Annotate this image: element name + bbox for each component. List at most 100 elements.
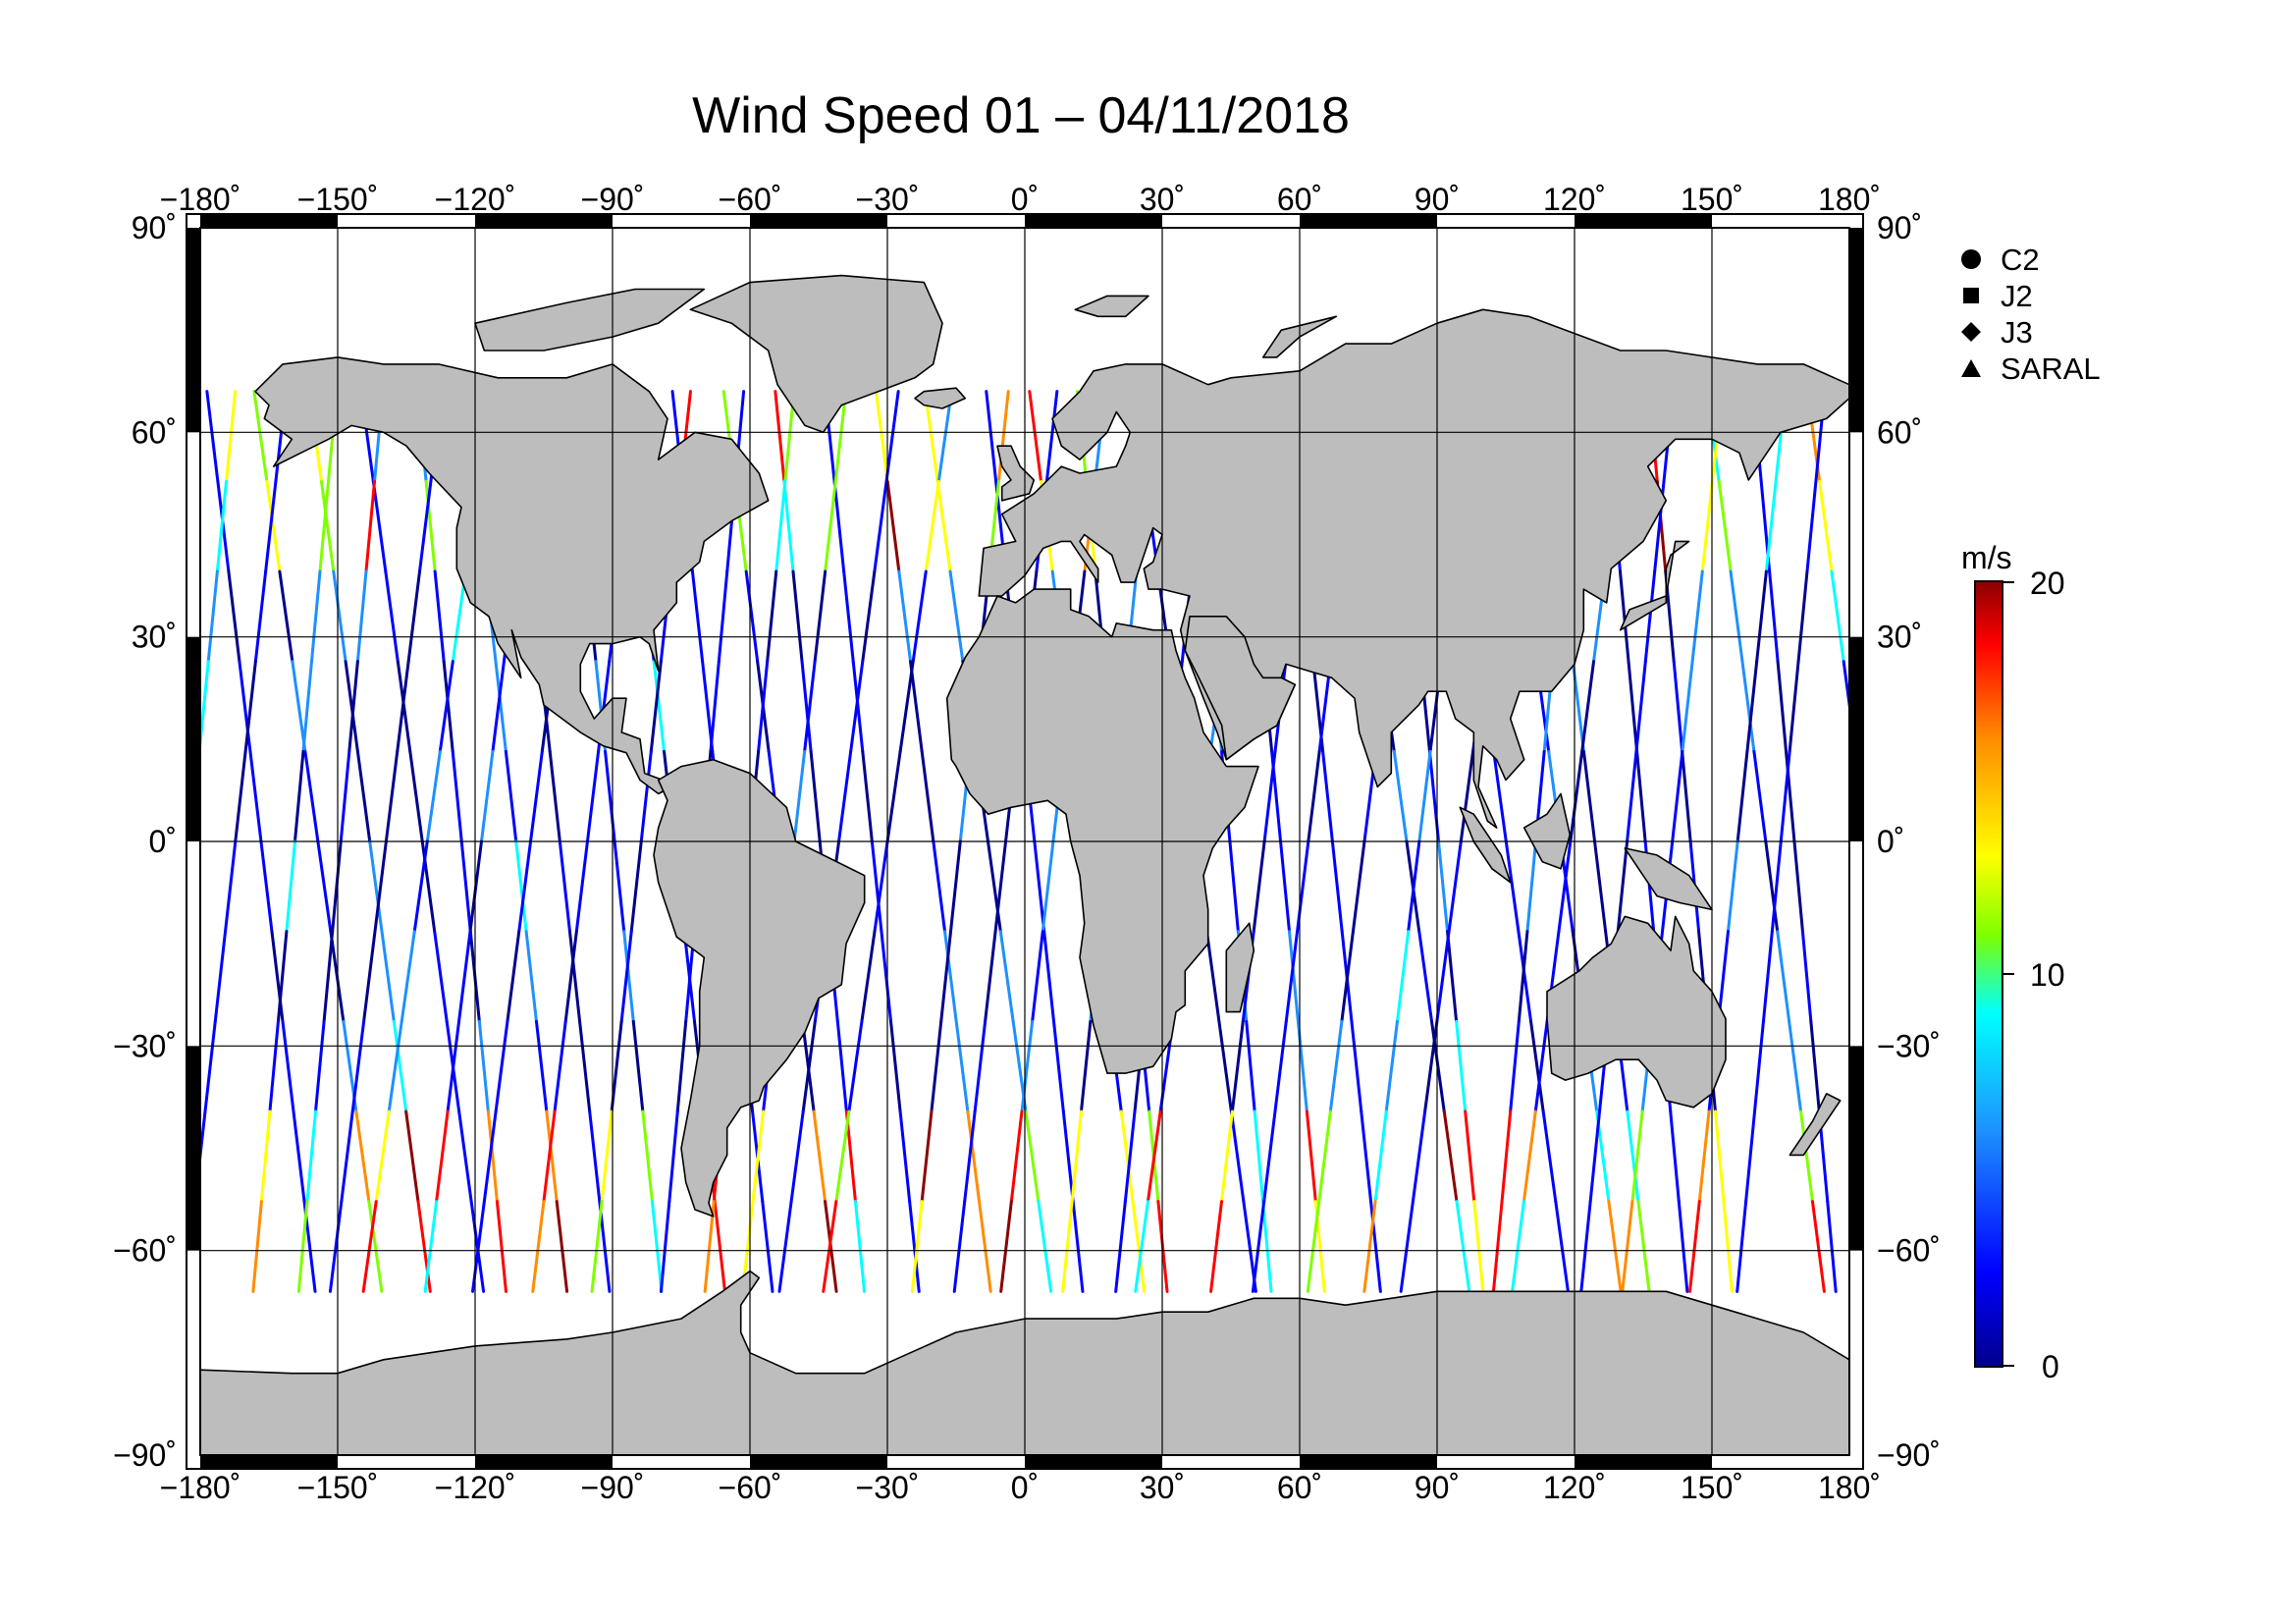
track-segment [985, 390, 998, 483]
track-segment [1442, 1109, 1459, 1204]
axis-tick-labels: −180˚ −180˚ −150˚ −150˚ −120˚ −120˚ −90˚ −90˚ −6… [113, 182, 1941, 1505]
track-segment [362, 930, 377, 1023]
track-segment [1522, 1109, 1537, 1204]
frame-band [1575, 214, 1712, 228]
track-segment [514, 839, 528, 934]
track-segment [1411, 1109, 1427, 1204]
track-segment [860, 930, 877, 1023]
track-segment [1697, 1109, 1711, 1204]
track-segment [813, 569, 828, 664]
track-segment [1744, 1109, 1757, 1204]
colorbar [1974, 580, 2003, 1368]
track-segment [396, 660, 410, 753]
track-segment [1052, 1019, 1065, 1113]
track-segment [1253, 1109, 1265, 1204]
track-segment [1593, 839, 1608, 934]
lat-tick-label-left: 90˚ [132, 210, 177, 245]
track-segment [344, 660, 359, 753]
track-segment [709, 660, 721, 753]
track-segment [792, 749, 807, 843]
track-segment [1529, 1019, 1545, 1113]
track-segment [1713, 1109, 1726, 1204]
track-segment [675, 1019, 688, 1113]
lon-tick-label-bottom: −30˚ [856, 1470, 920, 1505]
track-segment [1776, 660, 1789, 753]
track-segment [1061, 1200, 1074, 1293]
lon-tick-label-top: −120˚ [435, 182, 516, 217]
track-segment [789, 1109, 805, 1204]
graticule [200, 228, 1849, 1455]
track-segment [578, 1019, 592, 1113]
track-segment [225, 390, 238, 483]
track-segment [639, 749, 653, 843]
track-segment [276, 930, 289, 1023]
track-segment [305, 1109, 318, 1204]
track-segment [803, 660, 817, 753]
track-segment [791, 569, 804, 664]
track-segment [486, 1109, 499, 1204]
track-segment [1770, 839, 1783, 934]
track-segment [215, 479, 229, 573]
track-segment [1360, 1109, 1373, 1204]
lat-tick-label-right: 90˚ [1877, 210, 1922, 245]
track-segment [834, 1109, 851, 1204]
track-segment [259, 1109, 272, 1204]
lat-tick-label-right: 0˚ [1877, 824, 1904, 859]
frame-band [1300, 1455, 1437, 1469]
track-segment [766, 569, 778, 664]
track-segment [296, 1200, 309, 1293]
track-segment [1581, 749, 1597, 843]
track-segment [1745, 660, 1759, 753]
track-segment [495, 1200, 507, 1293]
track-segment [384, 749, 400, 843]
track-segment [213, 930, 228, 1023]
track-segment [761, 1200, 774, 1293]
track-segment [1740, 660, 1756, 753]
track-segment [206, 569, 219, 664]
land-borneo [1522, 792, 1572, 870]
track-segment [1033, 839, 1046, 934]
track-segment [1511, 1200, 1525, 1293]
track-segment [1764, 839, 1780, 934]
lat-tick-label-right: 30˚ [1877, 620, 1922, 655]
track-segment [1517, 930, 1533, 1023]
track-segment [935, 479, 952, 573]
legend-item-c2: C2 [1953, 243, 2040, 278]
track-segment [629, 839, 643, 934]
lat-tick-label-right: −60˚ [1877, 1233, 1941, 1269]
lon-tick-label-top: 30˚ [1140, 182, 1185, 217]
track-segment [1504, 839, 1521, 934]
lon-tick-label-bottom: 30˚ [1140, 1470, 1185, 1505]
track-segment [713, 1200, 726, 1293]
track-segment [322, 930, 335, 1023]
land-north-america [254, 356, 770, 795]
track-segment [717, 569, 729, 664]
track-segment [425, 749, 442, 843]
track-segment [1630, 1109, 1644, 1204]
track-segment [1635, 749, 1647, 843]
lon-tick-label-top: −60˚ [719, 182, 782, 217]
track-segment [1028, 390, 1043, 483]
track-segment [1351, 839, 1366, 934]
track-segment [1340, 930, 1355, 1023]
track-segment [350, 1019, 366, 1113]
track-segment [491, 660, 506, 753]
track-segment [1009, 1109, 1024, 1204]
track-segment [1626, 749, 1638, 843]
track-segment [652, 660, 667, 753]
track-segment [1392, 749, 1409, 843]
track-segment [340, 1109, 354, 1204]
track-segment [264, 479, 278, 573]
track-segment [373, 839, 388, 934]
track-segment [252, 390, 269, 483]
track-segment [234, 749, 247, 843]
track-segment [1717, 479, 1733, 573]
track-segment [880, 930, 893, 1023]
track-segment [1070, 1109, 1083, 1204]
track-segment [412, 839, 429, 934]
track-segment [1146, 1109, 1162, 1204]
track-segment [243, 660, 257, 753]
track-segment [1580, 660, 1596, 753]
track-segment [1753, 1019, 1765, 1113]
track-segment [1455, 1019, 1468, 1113]
